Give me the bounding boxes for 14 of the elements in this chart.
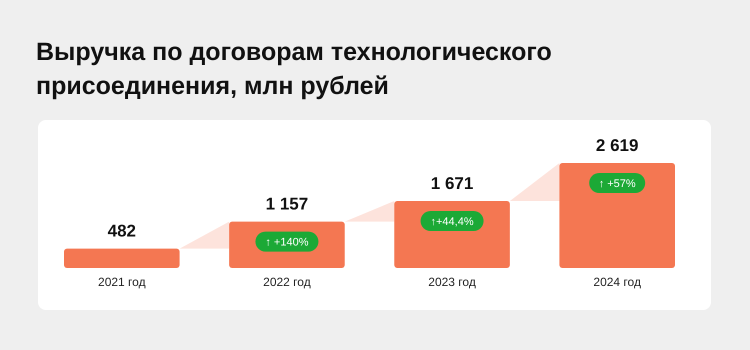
annotation: ↑ +57% — [598, 178, 636, 190]
x-tick-label: 2021 год — [98, 275, 146, 289]
x-tick-label: 2022 год — [263, 275, 311, 289]
data-label: 1 157 — [266, 194, 308, 214]
data-label: 2 619 — [596, 136, 638, 155]
x-tick-label: 2023 год — [428, 275, 476, 289]
bar — [64, 248, 180, 268]
data-label: 1 671 — [430, 174, 474, 194]
bar — [559, 163, 675, 268]
data-label: 482 — [108, 222, 136, 241]
annotation: ↑ +140% — [265, 236, 309, 249]
x-tick-label: 2024 год — [593, 275, 641, 289]
chart-title: Выручка по договорам технологического присоединения, млн рублей — [36, 38, 552, 100]
annotation: ↑+44,4% — [430, 216, 474, 228]
